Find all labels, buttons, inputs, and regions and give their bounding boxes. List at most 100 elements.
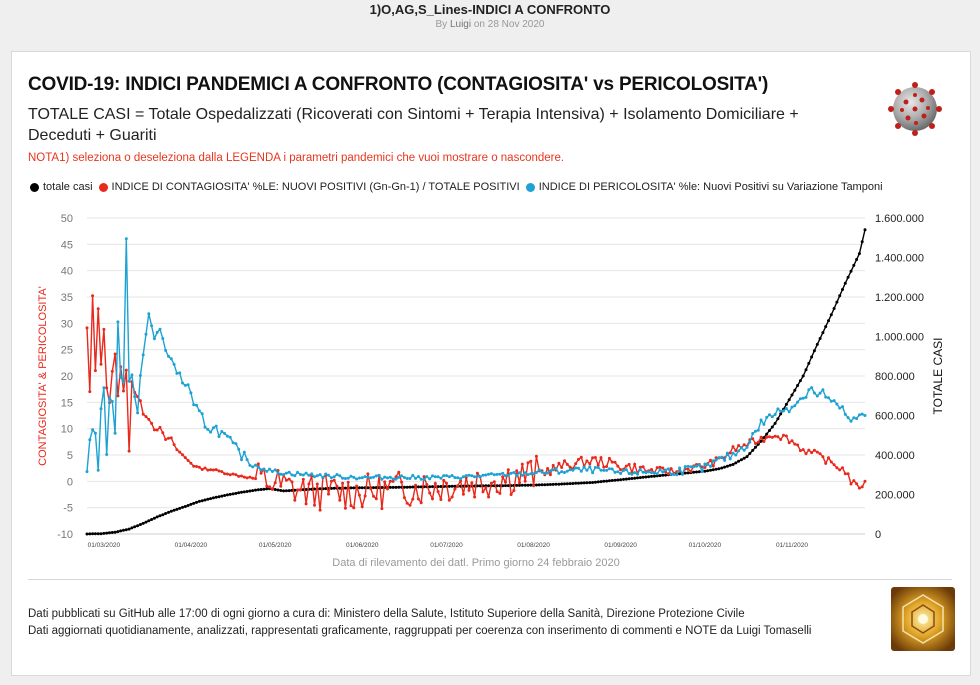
data-point [161, 337, 165, 340]
data-point [857, 413, 861, 417]
data-point [186, 383, 190, 387]
data-point [357, 486, 361, 490]
data-point [152, 337, 156, 341]
data-point [369, 487, 373, 491]
data-point [397, 470, 401, 474]
y-tick-right: 1.000.000 [875, 332, 924, 344]
data-point [852, 263, 856, 267]
data-point [338, 486, 342, 490]
data-point [85, 532, 89, 536]
data-point [765, 435, 769, 439]
data-point [416, 485, 420, 489]
data-point [335, 484, 339, 488]
data-point [110, 369, 114, 373]
data-point [734, 449, 738, 453]
data-point [301, 473, 305, 477]
data-point [130, 526, 134, 530]
data-point [610, 460, 614, 464]
data-point [197, 409, 201, 413]
data-point [453, 484, 457, 488]
data-point [678, 466, 682, 470]
legend-item-pericolosita[interactable]: INDICE DI PERICOLOSITA' %le: Nuovi Posit… [525, 181, 883, 193]
data-point [529, 483, 533, 487]
data-point [161, 513, 165, 517]
data-point [821, 388, 825, 392]
footer-line-2: Dati aggiornati quotidianamente, analizz… [28, 625, 812, 637]
data-point [386, 487, 389, 491]
data-point [616, 478, 620, 482]
data-point [596, 466, 600, 469]
data-point [419, 501, 423, 505]
data-point [593, 466, 597, 469]
legend-item-contagiosita[interactable]: INDICE DI CONTAGIOSITA' %LE: NUOVI POSIT… [98, 181, 520, 193]
data-point [835, 402, 839, 406]
data-point [313, 475, 316, 479]
data-point [245, 476, 249, 480]
data-point [113, 352, 117, 356]
data-point [664, 468, 668, 472]
data-point [680, 472, 684, 476]
data-point [203, 466, 207, 470]
y-tick-left: 5 [67, 450, 73, 462]
data-point [200, 468, 204, 471]
data-point [450, 474, 454, 477]
data-point [223, 432, 227, 435]
data-point [773, 434, 777, 438]
data-point [501, 471, 505, 475]
data-point [669, 467, 673, 471]
data-point [91, 294, 95, 298]
data-point [796, 400, 800, 404]
x-tick-label: 01/11/2020 [776, 542, 808, 549]
data-point [256, 488, 260, 492]
legend-label: INDICE DI PERICOLOSITA' %le: Nuovi Posit… [538, 181, 883, 193]
data-point [588, 462, 592, 466]
chart-card: COVID-19: INDICI PANDEMICI A CONFRONTO (… [11, 51, 971, 676]
data-point [481, 473, 485, 477]
data-point [349, 474, 353, 478]
data-point [627, 462, 631, 466]
data-point [860, 485, 864, 489]
data-point [397, 485, 401, 489]
data-point [116, 320, 120, 324]
data-point [650, 471, 653, 475]
data-point [172, 362, 176, 366]
data-point [377, 474, 381, 477]
data-point [130, 373, 134, 377]
data-point [588, 481, 592, 485]
data-point [658, 465, 662, 469]
data-point [85, 326, 89, 330]
data-point [770, 415, 774, 419]
data-point [338, 498, 342, 502]
data-point [607, 456, 611, 460]
data-point [245, 490, 249, 493]
data-point [279, 489, 283, 492]
data-point [624, 477, 628, 481]
data-point [784, 402, 788, 406]
page-header: 1)O,AG,S_Lines-INDICI A CONFRONTO By Lui… [0, 0, 980, 30]
data-point [147, 519, 151, 523]
data-point [520, 483, 524, 487]
data-point [209, 430, 213, 434]
data-point [279, 472, 283, 476]
data-point [268, 485, 272, 489]
data-point [720, 466, 724, 470]
data-point [762, 436, 766, 440]
legend-item-totale-casi[interactable]: totale casi [30, 181, 93, 193]
footer-line-1: Dati pubblicati su GitHub alle 17:00 di … [28, 608, 745, 620]
data-point [428, 485, 432, 489]
data-point [790, 439, 794, 443]
data-point [568, 465, 572, 469]
data-point [692, 470, 696, 474]
data-point [265, 484, 269, 488]
data-point [548, 469, 552, 473]
data-point [658, 468, 662, 472]
data-point [262, 487, 266, 491]
data-point [374, 474, 378, 478]
by-prefix: By [435, 19, 448, 30]
data-point [748, 452, 752, 455]
data-point [723, 465, 727, 469]
data-point [144, 520, 148, 524]
data-point [706, 462, 710, 466]
author-link[interactable]: Luigi [449, 19, 472, 30]
data-point [400, 480, 404, 484]
